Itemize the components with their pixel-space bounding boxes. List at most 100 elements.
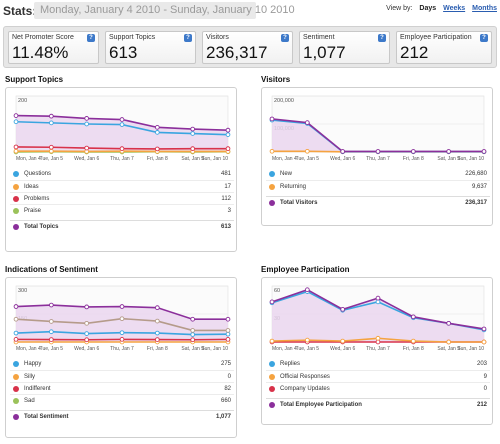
data-point [84,145,90,151]
kpi-visitors: Visitors ? 236,317 [202,31,293,64]
data-point [48,337,54,342]
sentiment-legend: Happy 275 Silly 0 Indifferent 82 Sad 660 Total S… [10,358,234,422]
data-point [269,338,275,344]
data-point [154,130,160,135]
view-days[interactable]: Days [419,5,437,12]
legend-label: Questions [24,170,52,177]
legend-row: Problems 112 [10,192,234,204]
view-weeks-link[interactable]: Weeks [443,5,466,12]
support-topics-chart: 200 Mon, Jan 4 Tue, Jan 5 Wed, Jan 6 Thu, Ja… [10,92,234,162]
legend-dot-icon [13,224,19,230]
legend-value: 82 [224,385,231,392]
x-tick-label: Tue, Jan 5 [40,346,64,352]
help-icon[interactable]: ? [378,34,386,42]
x-tick-label: Tue, Jan 5 [296,156,320,162]
kpi-label: Support Topics [109,34,156,41]
kpi-value: 212 [400,43,429,62]
date-range-picker[interactable]: Monday, January 4 2010 - Sunday, January… [34,2,295,19]
legend-value: 112 [221,195,231,202]
legend-value: 0 [227,373,231,380]
legend-value: 226,680 [465,170,487,177]
data-point [304,337,310,343]
x-tick-label: Thu, Jan 7 [366,346,390,352]
x-tick-label: Thu, Jan 7 [110,156,134,162]
legend-label: Problems [24,195,50,202]
help-icon[interactable]: ? [87,34,95,42]
x-tick-label: Wed, Jan 6 [74,156,99,162]
legend-value: 9 [483,373,487,380]
data-point [481,149,487,154]
data-point [190,126,196,132]
legend-dot-icon [13,171,19,177]
data-point [269,299,275,305]
data-point [269,148,275,154]
kpi-support-topics: Support Topics ? 613 [105,31,196,64]
y-tick-label: 300 [18,288,27,294]
visitors-title: Visitors [261,75,291,84]
data-point [340,149,346,154]
area-fill [272,289,484,342]
data-point [481,326,487,332]
legend-dot-icon [269,184,275,190]
data-point [225,331,231,337]
legend-row: New 226,680 [266,168,490,180]
data-point [225,337,231,342]
view-months-link[interactable]: Months [472,5,497,12]
data-point [119,330,125,336]
legend-row: Ideas 17 [10,180,234,192]
legend-dot-icon [13,398,19,404]
legend-dot-icon [269,200,275,206]
legend-row: Sad 660 [10,394,234,406]
data-point [48,144,54,150]
x-tick-label: Fri, Jan 8 [147,346,168,352]
legend-dot-icon [269,374,275,380]
data-point [375,299,381,305]
legend-dot-icon [13,208,19,214]
legend-value: 660 [220,397,231,404]
x-tick-label: Tue, Jan 5 [296,346,320,352]
data-point [154,146,160,152]
data-point [304,120,310,125]
legend-label: Replies [280,360,301,367]
kpi-summary-bar: Net Promoter Score ? 11.48% Support Topi… [3,26,497,68]
data-point [481,339,487,345]
legend-label: Total Topics [24,223,59,230]
x-tick-label: Wed, Jan 6 [330,156,355,162]
x-tick-label: Wed, Jan 6 [330,346,355,352]
data-point [269,116,275,122]
help-icon[interactable]: ? [480,34,488,42]
data-point [119,337,125,342]
data-point [154,337,160,342]
data-point [190,332,196,337]
data-point [13,316,19,322]
legend-label: Total Employee Participation [280,401,362,408]
help-icon[interactable]: ? [281,34,289,42]
legend-dot-icon [13,196,19,202]
support-topics-panel: 200 Mon, Jan 4 Tue, Jan 5 Wed, Jan 6 Thu, Ja… [5,87,237,252]
x-tick-label: Mon, Jan 4 [16,346,41,352]
x-tick-label: Fri, Jan 8 [147,156,168,162]
data-point [154,318,160,324]
help-icon[interactable]: ? [184,34,192,42]
legend-dot-icon [13,361,19,367]
kpi-sentiment: Sentiment ? 1,077 [299,31,390,64]
x-tick-label: Mon, Jan 4 [16,156,41,162]
data-point [84,337,90,343]
data-point [13,304,19,309]
legend-label: Praise [24,207,42,214]
area-fill [16,115,228,152]
y-tick-label: 200 [18,98,27,104]
legend-label: New [280,170,293,177]
legend-total-row: Total Topics 613 [10,220,234,232]
legend-value: 212 [476,401,487,408]
data-point [154,125,160,130]
data-point [154,330,160,336]
data-point [13,113,19,118]
y-tick-label: 200,000 [274,98,294,104]
data-point [13,148,19,154]
legend-value: 9,637 [471,183,487,190]
